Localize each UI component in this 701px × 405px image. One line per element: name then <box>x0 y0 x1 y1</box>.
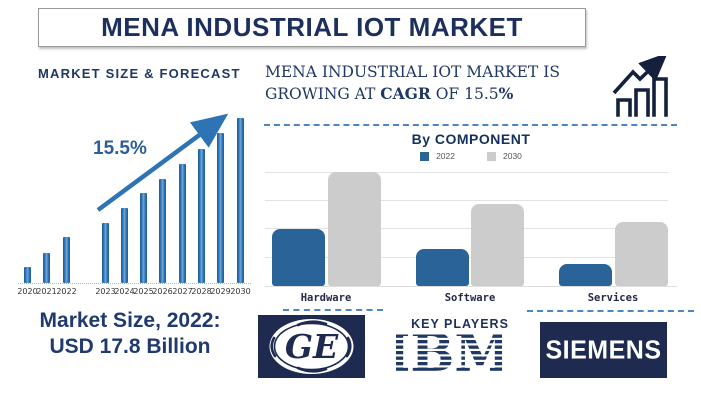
market-size-callout: Market Size, 2022: USD 17.8 Billion <box>10 308 250 360</box>
legend-swatch-2022 <box>420 151 430 161</box>
forecast-bar-2024 <box>121 208 128 283</box>
key-players-heading: KEY PLAYERS <box>411 317 509 331</box>
growth-statement-line2: GROWING AT CAGR OF 15.5% <box>265 84 514 103</box>
growth-statement-line1: MENA INDUSTRIAL IOT MARKET IS <box>265 63 560 81</box>
growth-statement: MENA INDUSTRIAL IOT MARKET IS GROWING AT… <box>265 62 610 105</box>
forecast-axis-label: 2023 <box>95 287 116 296</box>
component-chart-title: By COMPONENT <box>411 131 531 147</box>
ge-logo-text: GE <box>285 327 339 366</box>
component-axis-label: Hardware <box>300 292 352 304</box>
forecast-bar-2020 <box>24 267 31 283</box>
gridline <box>265 172 668 173</box>
component-bar-services-2030 <box>615 222 668 286</box>
title-box: MENA INDUSTRIAL IOT MARKET <box>38 8 586 47</box>
forecast-axis-label: 2020 <box>17 287 38 296</box>
component-axis-label: Software <box>444 292 496 304</box>
forecast-bar-chart <box>18 108 251 284</box>
component-bar-chart <box>265 168 677 287</box>
market-size-line1: Market Size, 2022: <box>39 309 221 332</box>
gridline <box>265 228 668 229</box>
growth-chart-icon <box>612 56 668 117</box>
forecast-bar-2021 <box>43 253 50 283</box>
component-bar-hardware-2022 <box>272 229 325 286</box>
dashed-divider-bottom-right <box>527 310 694 312</box>
forecast-axis-label: 2029 <box>210 287 231 296</box>
forecast-bar-2030 <box>237 118 244 283</box>
gridline <box>265 200 668 201</box>
forecast-axis-label: 2028 <box>191 287 212 296</box>
forecast-axis-label: 2027 <box>172 287 193 296</box>
market-size-line2: USD 17.8 Billion <box>49 335 211 358</box>
forecast-bar-2023 <box>102 223 109 283</box>
component-bar-hardware-2030 <box>328 172 381 286</box>
component-axis-label: Services <box>587 292 639 304</box>
legend-swatch-2030 <box>487 151 496 161</box>
ibm-logo: IBM <box>396 329 502 373</box>
component-bar-software-2030 <box>471 204 524 286</box>
component-bar-software-2022 <box>416 249 469 286</box>
forecast-bar-2022 <box>63 237 70 283</box>
forecast-axis-label: 2025 <box>133 287 154 296</box>
forecast-axis-label: 2021 <box>36 287 57 296</box>
forecast-bar-2027 <box>179 164 186 283</box>
page-title: MENA INDUSTRIAL IOT MARKET <box>101 12 523 42</box>
component-legend: 2022 2030 <box>265 151 677 161</box>
dashed-divider-bottom-left <box>283 309 383 311</box>
forecast-axis-label: 2022 <box>56 287 77 296</box>
siemens-logo: SIEMENS <box>540 322 667 378</box>
siemens-logo-text: SIEMENS <box>545 334 662 365</box>
legend-label-2030: 2030 <box>503 151 522 161</box>
cagr-term: CAGR <box>380 84 431 103</box>
forecast-bar-2026 <box>159 179 166 283</box>
percent-sign: % <box>498 84 514 103</box>
forecast-axis-label: 2026 <box>152 287 173 296</box>
legend-label-2022: 2022 <box>436 151 455 161</box>
forecast-heading: MARKET SIZE & FORECAST <box>38 66 241 81</box>
component-axis-labels: Hardware Software Services <box>265 292 677 306</box>
component-bar-services-2022 <box>559 264 612 286</box>
trend-arrow-icon <box>96 113 229 212</box>
forecast-bar-2025 <box>140 193 147 283</box>
ge-logo: GE <box>258 315 365 378</box>
forecast-bar-2029 <box>217 133 224 283</box>
ibm-logo-text: IBM <box>396 329 502 373</box>
dashed-divider-top <box>264 124 677 126</box>
forecast-bar-2028 <box>198 149 205 283</box>
cagr-annotation: 15.5% <box>93 138 147 159</box>
forecast-axis-labels: 2020 2021 2022 2023 2024 2025 2026 2027 2028 2029… <box>17 287 258 299</box>
forecast-axis-label: 2030 <box>230 287 251 296</box>
forecast-axis-label: 2024 <box>114 287 135 296</box>
